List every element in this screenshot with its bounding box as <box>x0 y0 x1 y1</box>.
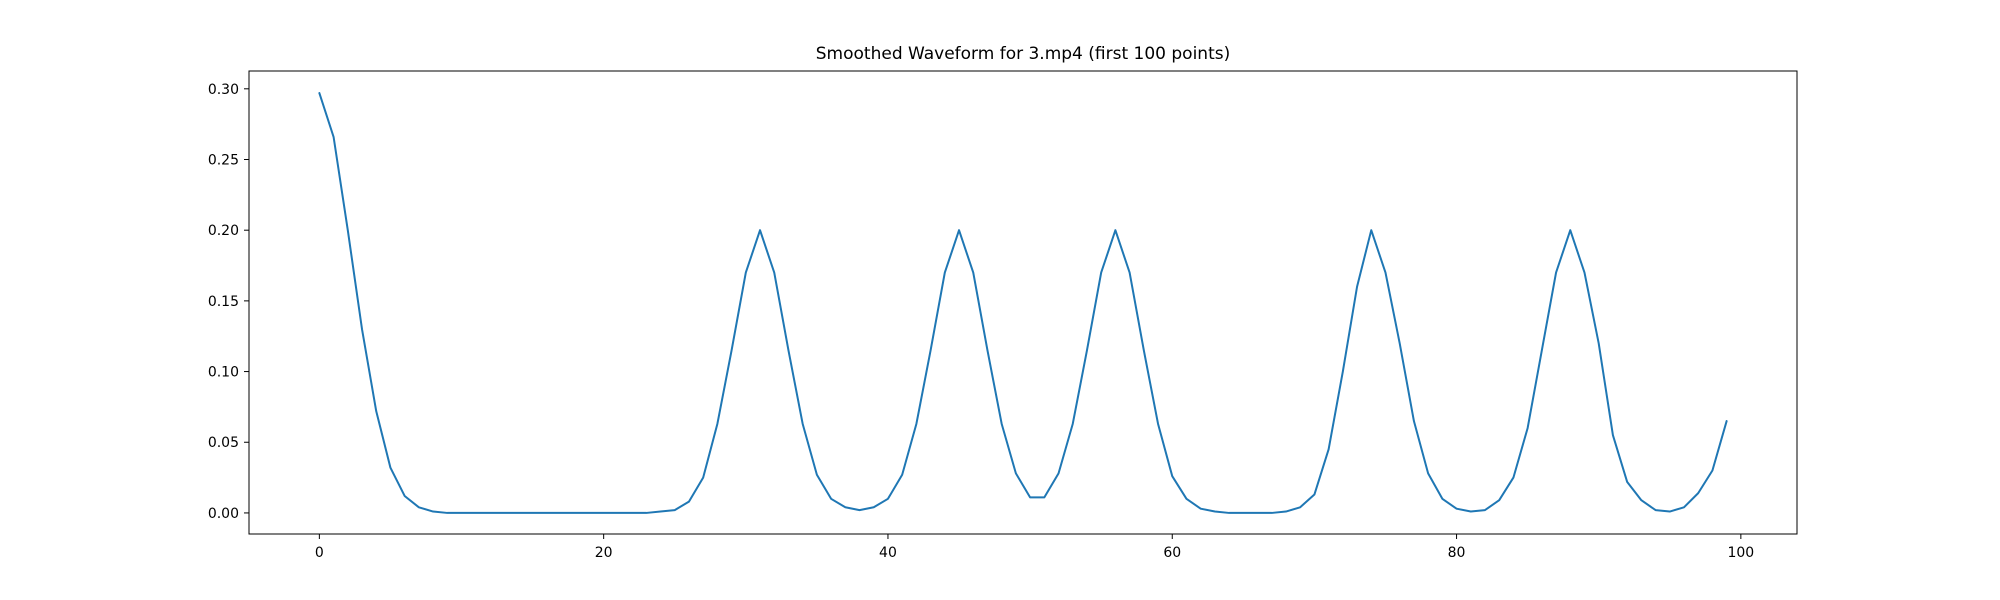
y-tick-label: 0.10 <box>208 365 239 381</box>
waveform-line <box>318 92 1728 514</box>
chart-title: Smoothed Waveform for 3.mp4 (first 100 p… <box>815 44 1231 64</box>
x-tick-label: 60 <box>1163 545 1181 561</box>
x-tick-label: 0 <box>315 545 324 561</box>
y-tick-label: 0.20 <box>208 223 239 239</box>
x-tick-label: 100 <box>1727 545 1754 561</box>
y-tick-label: 0.05 <box>208 435 239 451</box>
x-tick-label: 40 <box>879 545 897 561</box>
y-tick-label: 0.15 <box>208 294 239 310</box>
axes-frame <box>248 70 1798 535</box>
x-tick-label: 80 <box>1448 545 1466 561</box>
y-tick-label: 0.30 <box>208 82 239 98</box>
y-tick-label: 0.00 <box>208 506 239 522</box>
x-tick-label: 20 <box>595 545 613 561</box>
y-tick-label: 0.25 <box>208 153 239 169</box>
